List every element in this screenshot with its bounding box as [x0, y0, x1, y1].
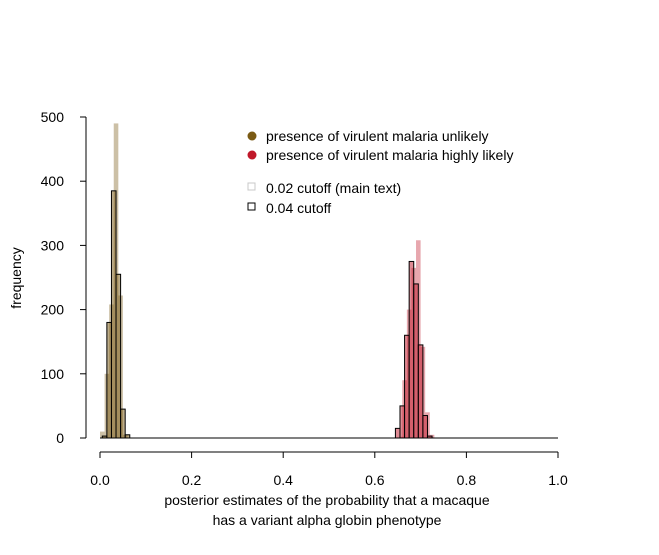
x-axis-title-line-2: has a variant alpha globin phenotype	[213, 512, 442, 528]
x-tick-label: 0.2	[182, 472, 202, 488]
histogram-bar	[115, 273, 122, 439]
legend-marker-unlikely	[247, 131, 257, 141]
legend-label-unlikely: presence of virulent malaria unlikely	[266, 128, 489, 144]
x-tick-label: 0.8	[457, 472, 477, 488]
legend-label-cutoff-004: 0.04 cutoff	[266, 200, 331, 216]
histogram-bar	[100, 431, 105, 438]
legend-marker-cutoff-002	[247, 182, 256, 191]
x-tick-label: 0.4	[273, 472, 293, 488]
histogram-bar	[120, 408, 126, 439]
legend-label-highly-likely: presence of virulent malaria highly like…	[266, 147, 513, 163]
histogram-bar	[394, 427, 401, 439]
histogram-bar	[417, 344, 424, 439]
histogram-bars	[100, 123, 435, 439]
x-tick-label: 0.6	[365, 472, 385, 488]
x-axis-title-line-1: posterior estimates of the probability t…	[164, 492, 490, 508]
y-tick-label: 100	[41, 366, 65, 382]
histogram-bar	[422, 415, 428, 439]
y-tick-label: 300	[41, 237, 65, 253]
histogram-bar	[399, 405, 406, 439]
histogram-bar	[106, 321, 112, 439]
y-tick-label: 0	[56, 430, 64, 446]
histogram-bar	[408, 260, 415, 439]
legend: presence of virulent malaria unlikely pr…	[247, 128, 513, 216]
x-axis: 0.0 0.2 0.4 0.6 0.8 1.0	[90, 451, 568, 488]
histogram-bar	[404, 334, 410, 439]
x-tick-label: 0.0	[90, 472, 110, 488]
y-axis: 0 100 200 300 400 500	[41, 109, 87, 446]
legend-marker-cutoff-004	[247, 202, 256, 211]
histogram-bar	[413, 283, 419, 439]
y-tick-label: 400	[41, 173, 65, 189]
legend-marker-highly-likely	[247, 150, 257, 160]
y-axis-title: frequency	[8, 247, 24, 308]
y-tick-label: 500	[41, 109, 65, 125]
histogram-bar	[110, 190, 117, 439]
x-tick-label: 1.0	[548, 472, 568, 488]
legend-label-cutoff-002: 0.02 cutoff (main text)	[266, 180, 401, 196]
y-tick-label: 200	[41, 302, 65, 318]
